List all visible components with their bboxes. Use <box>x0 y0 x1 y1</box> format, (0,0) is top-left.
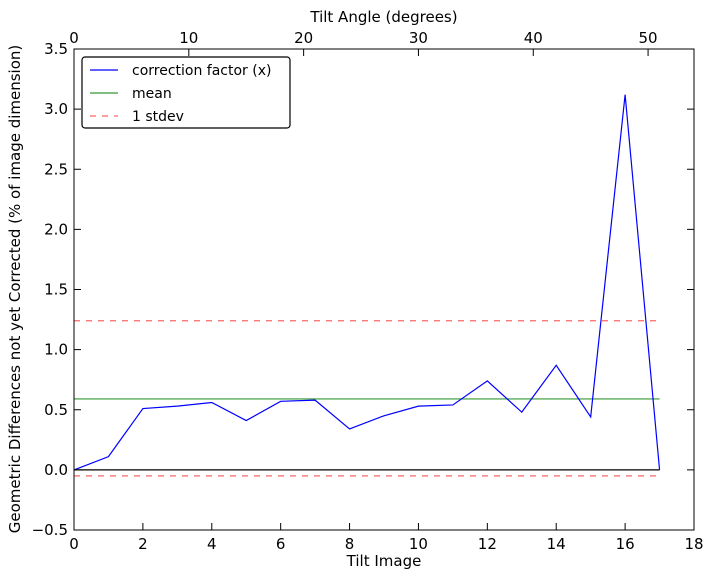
y-tick-label: 3.0 <box>44 100 68 118</box>
y-tick-label: 1.5 <box>44 281 68 299</box>
x2-tick-label: 20 <box>294 29 313 47</box>
x-tick-label: 16 <box>616 535 635 553</box>
y-tick-label: 0.5 <box>44 401 68 419</box>
x-tick-label: 10 <box>409 535 428 553</box>
x-tick-label: 18 <box>684 535 703 553</box>
data-layer <box>73 94 661 477</box>
legend-label: 1 stdev <box>132 109 184 125</box>
x2-tick-label: 30 <box>409 29 428 47</box>
x-tick-label: 0 <box>69 535 79 553</box>
x2-tick-label: 50 <box>639 29 658 47</box>
x2-tick-label: 10 <box>179 29 198 47</box>
x2-tick-label: 0 <box>69 29 79 47</box>
y-tick-label: 0.0 <box>44 461 68 479</box>
y-axis-title: Geometric Differences not yet Corrected … <box>6 45 24 534</box>
x2-axis-title: Tilt Angle (degrees) <box>309 8 457 26</box>
y-tick-label: 2.5 <box>44 160 68 178</box>
plot-area <box>74 49 694 530</box>
x2-tick-label: 40 <box>524 29 543 47</box>
legend-label: correction factor (x) <box>132 63 271 79</box>
legend: correction factor (x) mean 1 stdev <box>81 56 291 129</box>
x-tick-label: 8 <box>345 535 355 553</box>
y-axis: −0.5 0.0 0.5 1.0 1.5 2.0 2.5 3.0 3.5 <box>32 40 694 539</box>
x2-axis: 0 10 20 30 40 50 <box>69 29 658 56</box>
x-tick-label: 4 <box>207 535 217 553</box>
y-tick-label: −0.5 <box>32 521 68 539</box>
x-axis-title: Tilt Image <box>346 552 422 570</box>
y-tick-label: 2.0 <box>44 220 68 238</box>
x-tick-label: 6 <box>276 535 286 553</box>
legend-box <box>81 56 291 129</box>
y-tick-label: 1.0 <box>44 341 68 359</box>
x-tick-label: 12 <box>478 535 497 553</box>
x-tick-label: 14 <box>547 535 566 553</box>
x-tick-label: 2 <box>138 535 148 553</box>
legend-label: mean <box>132 86 172 102</box>
x-axis: 0 2 4 6 8 10 12 14 16 18 <box>69 523 704 553</box>
series-line-0 <box>73 94 661 471</box>
y-tick-label: 3.5 <box>44 40 68 58</box>
